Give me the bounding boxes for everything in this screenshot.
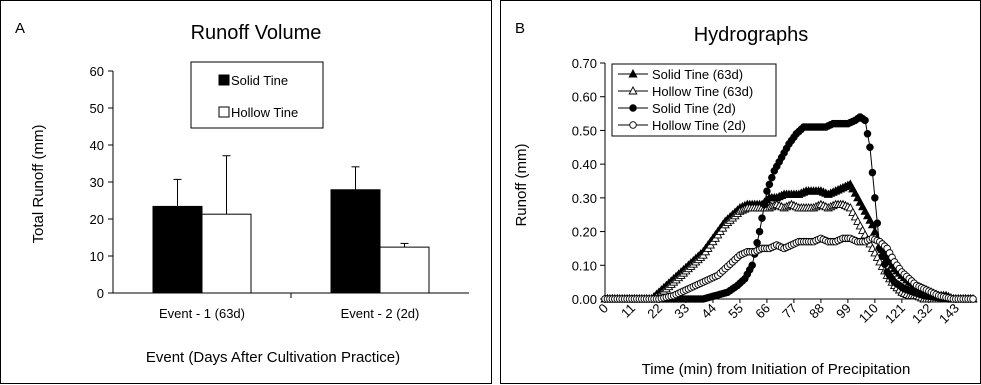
legend-label: Solid Tine [231, 73, 288, 88]
x-tick-label: 143 [936, 301, 962, 327]
legend-label: Solid Tine (63d) [652, 67, 743, 82]
legend-box [611, 63, 777, 137]
chart-title: Hydrographs [694, 24, 809, 46]
x-tick-label: Event - 2 (2d) [341, 306, 420, 321]
legend-box [190, 61, 324, 129]
y-axis-label: Total Runoff (mm) [30, 125, 47, 244]
y-tick-label: 30 [90, 175, 104, 190]
panel-b: B Hydrographs Runoff (mm) Time (min) fro… [500, 0, 981, 384]
panel-letter: B [515, 20, 525, 37]
y-tick-label: 0.20 [572, 225, 597, 240]
data-point [866, 143, 874, 152]
legend-marker [629, 121, 637, 129]
y-tick-label: 0.60 [572, 90, 597, 105]
data-point [768, 173, 776, 182]
x-tick-label: 44 [698, 301, 719, 322]
x-tick-label: 132 [909, 301, 935, 327]
data-point [880, 260, 889, 268]
x-tick-label: 99 [833, 301, 854, 322]
x-tick-label: 77 [779, 301, 800, 322]
series-circle-open [601, 234, 977, 303]
data-point [863, 130, 872, 138]
y-tick-label: 0.70 [572, 56, 597, 71]
y-tick-label: 0.00 [572, 292, 597, 307]
data-point [873, 219, 882, 227]
x-axis-label: Time (min) from Initiation of Precipitat… [642, 361, 911, 378]
data-point [760, 200, 769, 209]
legend-swatch [218, 106, 230, 118]
legend-label: Hollow Tine [231, 105, 298, 120]
legend-marker [628, 69, 638, 78]
bar [201, 213, 252, 294]
data-point [868, 168, 877, 177]
legend-marker [628, 86, 638, 95]
data-point [765, 180, 774, 189]
legend-label: Solid Tine (2d) [652, 101, 736, 116]
y-tick-label: 50 [90, 101, 104, 116]
x-tick-label: 0 [595, 301, 611, 317]
x-tick-label: Event - 1 (63d) [159, 306, 245, 321]
y-tick-label: 0.10 [572, 258, 597, 273]
data-point [753, 239, 761, 247]
plot-area: 0 10 20 30 40 50 60 Event - 1 (63d) Event - 2 (2… [90, 61, 469, 321]
y-tick-label: 40 [90, 138, 104, 153]
data-point [870, 226, 880, 236]
data-point [878, 252, 886, 261]
plot-area: 0.00 0.10 0.20 0.30 0.40 0.50 0.60 0.70 0 11 22 33 4… [572, 56, 978, 327]
data-point [871, 194, 879, 202]
bar [330, 189, 381, 294]
x-tick-label: 121 [882, 301, 908, 327]
panel-letter: A [15, 20, 25, 37]
legend-swatch [218, 74, 230, 86]
y-tick-label: 10 [90, 249, 104, 264]
y-tick-label: 0 [97, 286, 104, 301]
hydrographs-chart: B Hydrographs Runoff (mm) Time (min) fro… [513, 20, 978, 378]
runoff-volume-chart: A Runoff Volume Total Runoff (mm) Event … [15, 20, 469, 366]
data-point [861, 116, 869, 125]
legend-marker [629, 104, 637, 112]
x-tick-label: 110 [856, 301, 881, 326]
legend-label: Hollow Tine (2d) [652, 118, 746, 133]
data-point [763, 187, 771, 195]
x-tick-label: 88 [806, 301, 827, 322]
legend-label: Hollow Tine (63d) [652, 84, 753, 99]
x-tick-label: 66 [752, 301, 773, 322]
x-tick-label: 22 [644, 301, 665, 322]
data-point [758, 214, 766, 222]
x-tick-label: 11 [618, 301, 638, 321]
bar [152, 205, 203, 294]
panel-a: A Runoff Volume Total Runoff (mm) Event … [0, 0, 492, 384]
x-axis-label: Event (Days After Cultivation Practice) [146, 349, 400, 366]
data-point [748, 261, 756, 270]
y-tick-label: 60 [90, 64, 104, 79]
data-point [755, 227, 764, 236]
y-tick-label: 0.40 [572, 157, 597, 172]
y-tick-label: 0.30 [572, 191, 597, 206]
x-tick-label: 33 [671, 301, 692, 322]
data-point [969, 295, 977, 303]
x-tick-label: 55 [725, 301, 746, 322]
bar [379, 246, 430, 294]
y-tick-label: 0.50 [572, 123, 597, 138]
chart-title: Runoff Volume [191, 22, 322, 44]
y-tick-label: 20 [90, 212, 104, 227]
y-axis-label: Runoff (mm) [513, 143, 530, 226]
